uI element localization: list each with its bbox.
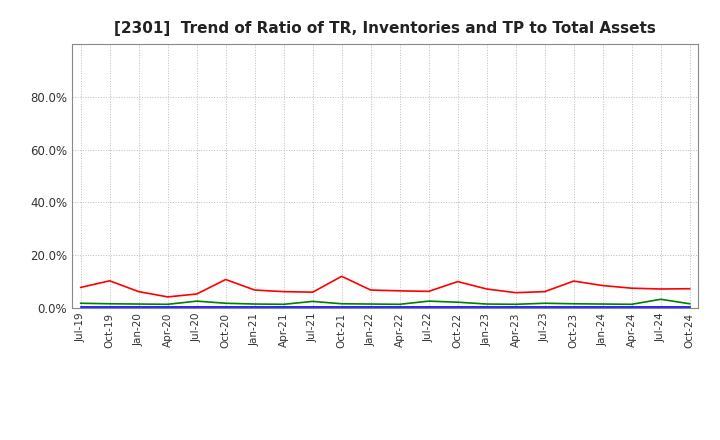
Trade Payables — [366, 301, 375, 307]
Trade Receivables — [105, 278, 114, 283]
Trade Receivables — [76, 285, 85, 290]
Line: Trade Receivables: Trade Receivables — [81, 276, 690, 297]
Trade Receivables — [627, 286, 636, 291]
Trade Receivables — [221, 277, 230, 282]
Inventories — [511, 304, 520, 310]
Trade Payables — [454, 300, 462, 305]
Trade Payables — [395, 302, 404, 307]
Trade Receivables — [338, 274, 346, 279]
Trade Payables — [685, 301, 694, 306]
Trade Receivables — [482, 286, 491, 292]
Inventories — [424, 304, 433, 310]
Inventories — [308, 304, 317, 310]
Inventories — [482, 304, 491, 310]
Trade Payables — [338, 301, 346, 306]
Trade Payables — [105, 301, 114, 306]
Trade Payables — [76, 301, 85, 306]
Trade Payables — [163, 302, 172, 307]
Trade Receivables — [570, 279, 578, 284]
Inventories — [685, 304, 694, 310]
Trade Receivables — [366, 287, 375, 293]
Trade Payables — [570, 301, 578, 306]
Inventories — [105, 304, 114, 310]
Inventories — [192, 304, 201, 310]
Inventories — [657, 304, 665, 310]
Trade Payables — [541, 301, 549, 306]
Inventories — [395, 304, 404, 310]
Trade Payables — [308, 299, 317, 304]
Trade Receivables — [395, 288, 404, 293]
Inventories — [541, 304, 549, 310]
Trade Payables — [657, 297, 665, 302]
Trade Payables — [221, 301, 230, 306]
Trade Receivables — [135, 289, 143, 294]
Title: [2301]  Trend of Ratio of TR, Inventories and TP to Total Assets: [2301] Trend of Ratio of TR, Inventories… — [114, 21, 656, 36]
Inventories — [454, 304, 462, 310]
Trade Receivables — [511, 290, 520, 295]
Inventories — [366, 304, 375, 310]
Trade Receivables — [424, 289, 433, 294]
Trade Receivables — [279, 289, 288, 294]
Trade Receivables — [454, 279, 462, 284]
Trade Receivables — [685, 286, 694, 291]
Trade Payables — [482, 301, 491, 307]
Trade Payables — [627, 302, 636, 307]
Trade Payables — [598, 301, 607, 307]
Inventories — [627, 304, 636, 310]
Trade Receivables — [598, 283, 607, 288]
Trade Payables — [192, 298, 201, 304]
Inventories — [570, 304, 578, 310]
Inventories — [279, 304, 288, 310]
Trade Receivables — [308, 290, 317, 295]
Inventories — [251, 304, 259, 310]
Trade Payables — [511, 302, 520, 307]
Trade Receivables — [657, 286, 665, 292]
Inventories — [338, 304, 346, 310]
Trade Receivables — [192, 291, 201, 297]
Trade Receivables — [541, 289, 549, 294]
Trade Payables — [135, 301, 143, 307]
Trade Payables — [251, 301, 259, 307]
Trade Payables — [279, 302, 288, 307]
Inventories — [221, 304, 230, 310]
Trade Receivables — [163, 294, 172, 300]
Inventories — [598, 304, 607, 310]
Inventories — [76, 304, 85, 310]
Trade Payables — [424, 298, 433, 304]
Inventories — [163, 304, 172, 310]
Inventories — [135, 304, 143, 310]
Trade Receivables — [251, 287, 259, 293]
Line: Trade Payables: Trade Payables — [81, 299, 690, 304]
